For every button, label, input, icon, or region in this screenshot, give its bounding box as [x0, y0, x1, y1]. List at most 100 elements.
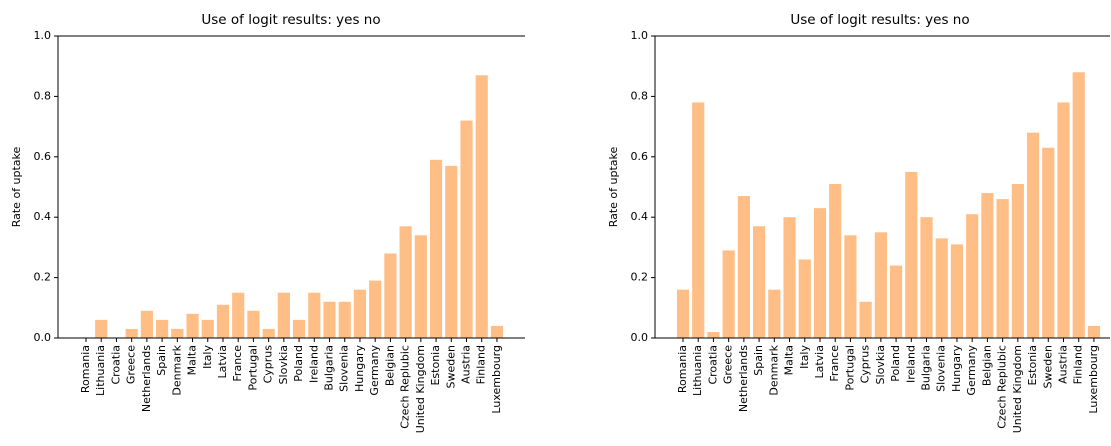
bar — [171, 328, 184, 338]
bar — [829, 183, 842, 338]
x-tick-label: Austria — [1057, 345, 1070, 384]
bar — [323, 301, 336, 338]
y-tick-label: 0.4 — [631, 210, 649, 223]
x-tick-label: Greece — [722, 345, 735, 384]
x-tick-label: France — [231, 345, 244, 382]
x-tick-label: Poland — [292, 345, 305, 382]
x-tick-label: Cyprus — [859, 345, 872, 384]
bar — [813, 208, 827, 338]
x-tick-label: Malta — [783, 345, 796, 375]
x-tick-label: Romania — [79, 345, 92, 393]
bar — [889, 265, 903, 338]
x-tick-label: Bulgaria — [323, 345, 336, 391]
x-tick-label: Czech Replubic — [996, 345, 1009, 429]
y-axis-label: Rate of uptake — [10, 146, 23, 227]
x-tick-label: Hungary — [950, 345, 963, 392]
x-tick-label: Slovenia — [338, 345, 351, 392]
x-tick-label: Slovkia — [874, 345, 887, 384]
bar — [277, 292, 290, 338]
bar — [353, 289, 367, 338]
bar — [292, 319, 306, 338]
x-tick-label: Ireland — [904, 345, 917, 383]
x-tick-label: Netherlands — [140, 345, 153, 412]
y-tick-label: 0.8 — [631, 89, 649, 102]
bar — [1072, 72, 1085, 339]
x-tick-label: Luxembourg — [1087, 345, 1100, 414]
x-tick-label: Belgian — [980, 345, 993, 386]
y-tick-label: 0.2 — [631, 271, 649, 284]
bar — [966, 214, 979, 338]
bar — [737, 196, 750, 338]
y-tick-label: 1.0 — [34, 29, 52, 42]
x-tick-label: Portugal — [246, 345, 259, 391]
x-tick-label: Luxembourg — [490, 345, 503, 414]
bar — [247, 310, 260, 338]
x-tick-label: Italy — [798, 345, 811, 369]
x-tick-label: Estonia — [1026, 345, 1039, 386]
x-tick-label: Lithuania — [691, 345, 704, 396]
x-tick-label: Lithuania — [94, 345, 107, 396]
x-tick-label: Spain — [752, 345, 765, 376]
y-tick-label: 0.0 — [631, 331, 649, 344]
bar — [1042, 147, 1055, 338]
bar — [1026, 132, 1040, 338]
y-tick-label: 0.8 — [34, 89, 52, 102]
x-tick-label: Greece — [125, 345, 138, 384]
chart-title: Use of logit results: yes no — [790, 12, 969, 28]
x-tick-label: Slovkia — [277, 345, 290, 384]
x-tick-label: Denmark — [170, 344, 183, 395]
bar — [125, 328, 138, 338]
bar — [140, 310, 153, 338]
x-tick-label: Netherlands — [737, 345, 750, 412]
bar — [753, 226, 766, 338]
bar — [981, 193, 994, 338]
bar — [707, 331, 720, 338]
bar — [156, 319, 169, 338]
bar — [445, 165, 458, 338]
x-tick-label: Sweden — [444, 345, 457, 388]
x-tick-label: Cyprus — [262, 345, 275, 384]
y-tick-label: 0.0 — [34, 331, 52, 344]
y-tick-label: 0.2 — [34, 271, 52, 284]
x-tick-label: Czech Replubic — [399, 345, 412, 429]
bar — [798, 259, 811, 338]
bar — [429, 159, 443, 338]
chart-title: Use of logit results: yes no — [201, 12, 380, 28]
bar — [935, 238, 948, 338]
x-tick-label: Denmark — [767, 344, 780, 395]
x-tick-label: France — [828, 345, 841, 382]
bar — [262, 328, 275, 338]
bar — [186, 313, 199, 338]
bar — [844, 235, 857, 338]
bar — [308, 292, 321, 338]
x-tick-label: Belgian — [383, 345, 396, 386]
x-tick-label: Estonia — [429, 345, 442, 386]
bar — [692, 102, 705, 338]
x-tick-label: Spain — [155, 345, 168, 376]
y-tick-label: 1.0 — [631, 29, 649, 42]
x-tick-label: Germany — [965, 345, 978, 396]
bar — [950, 244, 964, 338]
y-tick-label: 0.6 — [631, 150, 649, 163]
bar — [369, 280, 382, 338]
y-axis-label: Rate of uptake — [607, 146, 620, 227]
bar — [783, 217, 796, 338]
bar — [874, 232, 887, 338]
bar — [490, 325, 504, 338]
bar — [95, 319, 108, 338]
y-tick-label: 0.4 — [34, 210, 52, 223]
bar — [414, 235, 427, 338]
x-tick-label: Austria — [460, 345, 473, 384]
bar — [905, 171, 918, 338]
x-tick-label: Ireland — [307, 345, 320, 383]
y-tick-label: 0.6 — [34, 150, 52, 163]
x-tick-label: Germany — [368, 345, 381, 396]
x-tick-label: Finland — [475, 345, 488, 384]
bar — [920, 217, 933, 338]
x-tick-label: Slovenia — [935, 345, 948, 392]
x-tick-label: United Kingdom — [414, 345, 427, 433]
x-tick-label: Latvia — [216, 345, 229, 379]
bar — [722, 250, 735, 338]
x-tick-label: Poland — [889, 345, 902, 382]
bar — [460, 120, 473, 338]
